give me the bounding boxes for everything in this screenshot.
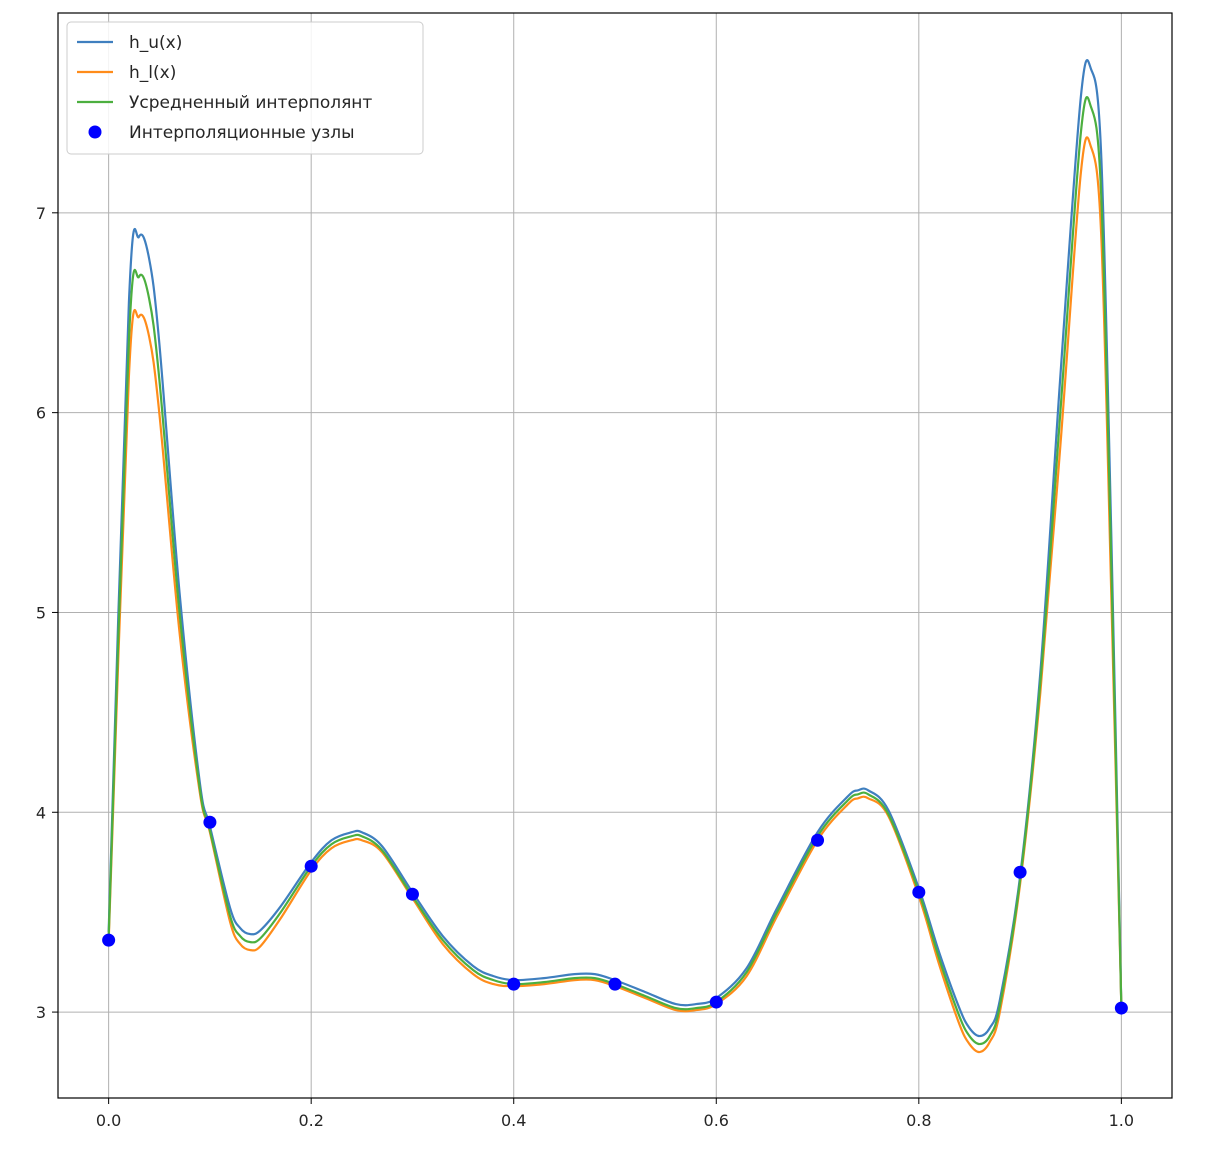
data-point — [304, 859, 318, 873]
data-point — [912, 885, 926, 899]
axis-ticks: 0.0 0.2 0.4 0.6 0.8 1.0 3 4 5 6 7 — [36, 204, 1134, 1130]
x-tick-label: 0.0 — [96, 1111, 121, 1130]
y-tick-label: 6 — [36, 404, 46, 423]
legend-label: Интерполяционные узлы — [129, 123, 355, 143]
x-tick-label: 0.4 — [501, 1111, 526, 1130]
data-point — [1114, 1001, 1128, 1015]
data-point — [608, 977, 622, 991]
y-tick-label: 7 — [36, 204, 46, 223]
data-point — [203, 815, 217, 829]
data-point — [102, 933, 116, 947]
legend-marker — [88, 125, 102, 139]
axes-frame — [57, 12, 1173, 1099]
x-tick-label: 0.6 — [704, 1111, 729, 1130]
legend-box — [66, 21, 424, 155]
legend-label: h_l(x) — [129, 63, 176, 83]
data-point — [1013, 865, 1027, 879]
plot-area — [102, 59, 1128, 1054]
y-tick-label: 5 — [36, 603, 46, 622]
data-point — [405, 887, 419, 901]
x-tick-label: 0.2 — [298, 1111, 323, 1130]
legend-label: h_u(x) — [129, 33, 182, 53]
legend: h_u(x) h_l(x) Усредненный интерполянт Интер… — [66, 21, 424, 155]
x-tick-label: 0.8 — [906, 1111, 931, 1130]
series-line-2 — [107, 95, 1123, 1046]
data-point — [709, 995, 723, 1009]
y-tick-label: 3 — [36, 1003, 46, 1022]
x-tick-label: 1.0 — [1109, 1111, 1134, 1130]
data-point — [507, 977, 521, 991]
y-tick-label: 4 — [36, 803, 46, 822]
data-point — [811, 833, 825, 847]
legend-label: Усредненный интерполянт — [129, 93, 372, 113]
grid — [58, 13, 1172, 1098]
